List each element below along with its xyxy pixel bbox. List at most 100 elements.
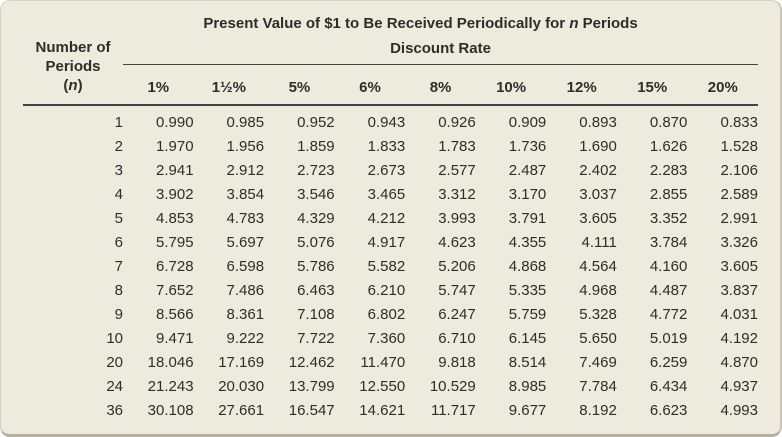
rate-header: 15% xyxy=(637,79,668,96)
period-count-cell: 5 xyxy=(114,210,123,227)
present-value-cell: 6.598 xyxy=(226,258,265,275)
present-value-cell: 5.697 xyxy=(226,234,265,251)
present-value-cell: 6.463 xyxy=(297,282,335,299)
present-value-cell: 7.652 xyxy=(156,282,194,299)
present-value-cell: 7.469 xyxy=(579,354,617,371)
present-value-cell: 2.723 xyxy=(297,162,335,179)
present-value-cell: 27.661 xyxy=(218,402,265,419)
present-value-cell: 9.818 xyxy=(438,354,476,371)
present-value-cell: 3.605 xyxy=(579,210,617,227)
present-value-cell: 0.990 xyxy=(156,114,194,131)
period-count-cell: 9 xyxy=(114,306,123,323)
present-value-cell: 1.859 xyxy=(297,138,335,155)
present-value-cell: 1.970 xyxy=(156,138,194,155)
present-value-cell: 6.210 xyxy=(367,282,406,299)
present-value-cell: 0.833 xyxy=(720,114,758,131)
present-value-cell: 6.728 xyxy=(156,258,194,275)
n-italic: n xyxy=(569,15,579,32)
rate-header: 1½% xyxy=(211,79,246,96)
present-value-cell: 16.547 xyxy=(288,402,335,419)
present-value-cell: 5.019 xyxy=(649,330,688,347)
period-count-cell: 8 xyxy=(114,282,123,299)
present-value-cell: 5.786 xyxy=(297,258,335,275)
present-value-cell: 4.917 xyxy=(367,234,406,251)
period-count-cell: 7 xyxy=(114,258,123,275)
present-value-cell: 8.361 xyxy=(226,306,265,323)
present-value-cell: 10.529 xyxy=(429,378,476,395)
present-value-cell: 4.853 xyxy=(156,210,194,227)
table-row: 4 3.902 3.854 3.546 3.465 3.312 3.170 3.037 2.85… xyxy=(23,183,758,207)
rate-headers-row: 1% 1½% 5% 6% 8% 10% 12% 15% 20% xyxy=(123,65,758,98)
present-value-cell: 17.169 xyxy=(218,354,265,371)
table-row: 24 21.243 20.030 13.799 12.550 10.529 8.985 7.7… xyxy=(23,375,758,399)
period-count-cell: 6 xyxy=(114,234,123,251)
present-value-cell: 6.145 xyxy=(508,330,547,347)
present-value-cell: 2.855 xyxy=(649,186,688,203)
present-value-cell: 3.312 xyxy=(438,186,476,203)
present-value-cell: 0.926 xyxy=(438,114,476,131)
present-value-cell: 7.486 xyxy=(226,282,265,299)
row-axis-line1: Number of xyxy=(35,39,111,56)
present-value-cell: 5.795 xyxy=(156,234,194,251)
present-value-cell: 3.791 xyxy=(508,210,547,227)
period-count-cell: 24 xyxy=(106,378,123,395)
present-value-cell: 1.736 xyxy=(508,138,547,155)
present-value-cell: 11.470 xyxy=(360,354,406,371)
present-value-cell: 4.564 xyxy=(579,258,617,275)
table-row: 20 18.046 17.169 12.462 11.470 9.818 8.514 7.46… xyxy=(23,351,758,375)
present-value-cell: 20.030 xyxy=(218,378,265,395)
present-value-cell: 6.434 xyxy=(649,378,688,395)
rate-header: 1% xyxy=(147,79,170,96)
present-value-cell: 4.623 xyxy=(438,234,476,251)
present-value-cell: 4.487 xyxy=(649,282,688,299)
table-title: Present Value of $1 to Be Received Perio… xyxy=(203,15,638,32)
present-value-cell: 3.352 xyxy=(649,210,688,227)
present-value-cell: 3.837 xyxy=(720,282,758,299)
table-header: Number of Periods (n) Present Value of $… xyxy=(23,10,758,98)
rate-header: 5% xyxy=(288,79,311,96)
present-value-cell: 1.690 xyxy=(579,138,617,155)
row-axis-header: Number of Periods (n) xyxy=(23,10,123,98)
present-value-cell: 4.937 xyxy=(720,378,758,395)
present-value-cell: 5.582 xyxy=(367,258,406,275)
present-value-cell: 3.546 xyxy=(297,186,335,203)
present-value-cell: 5.206 xyxy=(438,258,476,275)
present-value-cell: 11.717 xyxy=(430,402,476,419)
row-axis-line2: Periods xyxy=(45,58,101,75)
period-count-cell: 2 xyxy=(114,138,123,155)
present-value-cell: 4.192 xyxy=(720,330,758,347)
present-value-cell: 3.993 xyxy=(438,210,476,227)
present-value-cell: 4.772 xyxy=(649,306,688,323)
table-row: 9 8.566 8.361 7.108 6.802 6.247 5.759 5.328 4.77… xyxy=(23,303,758,327)
table-row: 10 9.471 9.222 7.722 7.360 6.710 6.145 5.650 5.0… xyxy=(23,327,758,351)
present-value-cell: 8.985 xyxy=(508,378,547,395)
period-count-cell: 3 xyxy=(114,162,123,179)
present-value-cell: 4.783 xyxy=(226,210,265,227)
present-value-cell: 13.799 xyxy=(288,378,335,395)
rate-header: 10% xyxy=(496,79,527,96)
present-value-cell: 0.893 xyxy=(579,114,617,131)
rate-header: 20% xyxy=(707,79,738,96)
present-value-cell: 4.329 xyxy=(297,210,335,227)
present-value-cell: 0.952 xyxy=(297,114,335,131)
present-value-cell: 9.222 xyxy=(226,330,265,347)
present-value-cell: 2.589 xyxy=(720,186,758,203)
present-value-cell: 5.747 xyxy=(438,282,476,299)
present-value-cell: 1.833 xyxy=(367,138,406,155)
present-value-cell: 0.909 xyxy=(508,114,547,131)
present-value-cell: 1.528 xyxy=(720,138,758,155)
present-value-cell: 2.673 xyxy=(367,162,406,179)
table-row: 36 30.108 27.661 16.547 14.621 11.717 9.677 8.1… xyxy=(23,399,758,423)
present-value-cell: 3.854 xyxy=(226,186,265,203)
present-value-cell: 4.111 xyxy=(581,234,617,251)
present-value-cell: 6.259 xyxy=(649,354,688,371)
row-axis-symbol: (n) xyxy=(63,77,83,94)
present-value-cell: 0.943 xyxy=(367,114,406,131)
rate-header: 12% xyxy=(566,79,597,96)
rate-header: 8% xyxy=(429,79,452,96)
present-value-table: 1 0.990 0.985 0.952 0.943 0.926 0.909 0.893 0.87… xyxy=(23,111,758,423)
table-row: 3 2.941 2.912 2.723 2.673 2.577 2.487 2.402 2.28… xyxy=(23,159,758,183)
present-value-cell: 2.912 xyxy=(226,162,265,179)
present-value-cell: 5.328 xyxy=(579,306,617,323)
